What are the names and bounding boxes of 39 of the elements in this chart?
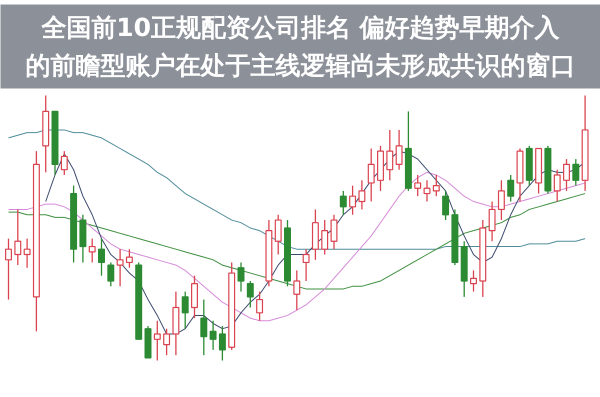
candlestick bbox=[302, 248, 310, 282]
candlestick bbox=[349, 184, 356, 216]
candlestick bbox=[163, 328, 170, 356]
candlestick bbox=[116, 248, 124, 287]
candlestick bbox=[479, 219, 486, 298]
candlestick bbox=[42, 94, 50, 173]
candlestick bbox=[414, 174, 422, 197]
candlestick bbox=[256, 290, 264, 322]
candlestick bbox=[200, 298, 208, 356]
candlestick bbox=[70, 184, 78, 264]
candlestick bbox=[32, 150, 40, 332]
candlestick bbox=[5, 238, 12, 300]
candlestick bbox=[554, 169, 561, 202]
candlestick bbox=[368, 148, 375, 202]
candlestick bbox=[154, 320, 161, 362]
candlestick bbox=[488, 200, 496, 242]
candlestick bbox=[98, 238, 105, 276]
candlestick bbox=[460, 240, 468, 298]
candlestick bbox=[24, 238, 31, 268]
candlestick bbox=[210, 320, 217, 351]
chart-title: 全国前10正规配资公司排名 偏好趋势早期介入的前瞻型账户在处于主线逻辑尚未形成共识的窗口 bbox=[26, 13, 576, 80]
candlestick bbox=[182, 290, 189, 330]
candlestick bbox=[582, 94, 589, 192]
candlestick bbox=[340, 190, 347, 216]
candlestick bbox=[396, 129, 403, 170]
candlestick bbox=[274, 214, 282, 256]
candlestick bbox=[498, 180, 505, 221]
candlestick bbox=[572, 158, 580, 186]
candlestick bbox=[60, 150, 68, 176]
candlestick bbox=[386, 129, 394, 181]
candlestick bbox=[172, 290, 180, 356]
candlestick bbox=[293, 270, 300, 311]
candlestick bbox=[14, 208, 22, 266]
candlestick bbox=[312, 208, 319, 260]
candlestick bbox=[321, 219, 328, 256]
candlestick bbox=[432, 174, 440, 197]
candlestick bbox=[507, 174, 514, 202]
candlestick bbox=[88, 238, 96, 264]
candlestick bbox=[442, 190, 450, 221]
